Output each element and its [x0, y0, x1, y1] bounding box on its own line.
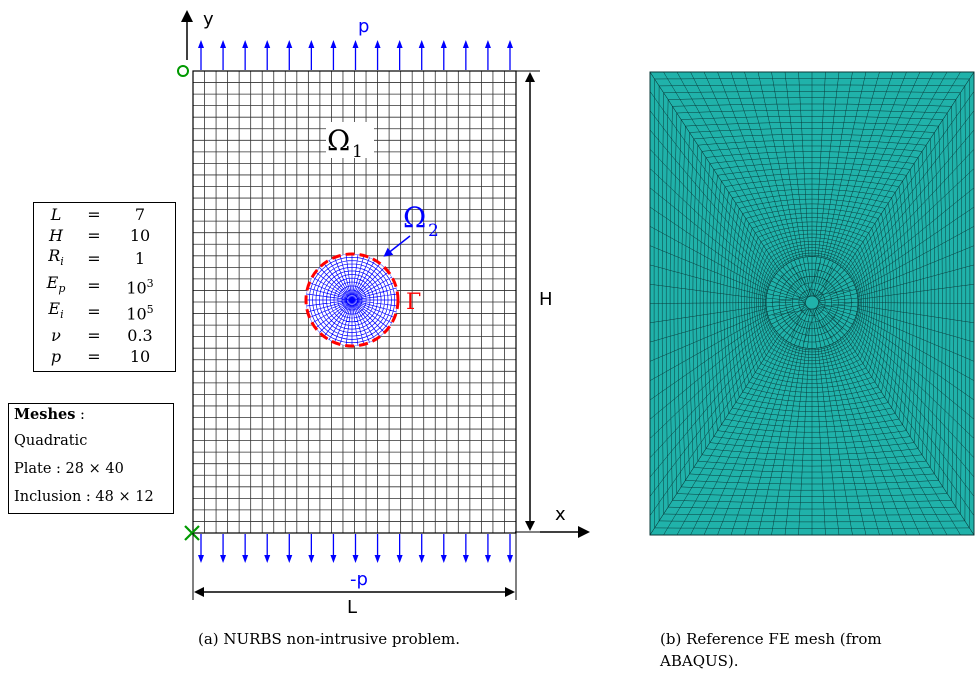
parameter-row: H = 10	[49, 225, 151, 245]
x-axis-label: x	[555, 504, 566, 525]
svg-text:2: 2	[428, 221, 439, 241]
y-axis-label: y	[203, 9, 214, 30]
svg-text:1: 1	[352, 142, 363, 162]
parameter-row: Ep = 103	[46, 272, 154, 297]
gamma-label: Γ	[406, 290, 421, 315]
parameters-table: L = 7 H = 10 Ri = 1 Ep = 103 Ei = 105 ν = 0.3 p = 10	[38, 205, 166, 367]
parameter-row: Ri = 1	[48, 246, 146, 269]
parameter-row: p = 10	[50, 346, 151, 366]
caption-a: (a) NURBS non-intrusive problem.	[198, 630, 460, 648]
fe-reference-mesh	[649, 71, 975, 536]
pressure-top-label: p	[358, 16, 369, 37]
omega1-label: Ω 1	[326, 122, 374, 162]
plate-boundary	[192, 70, 517, 534]
caption-b-line1: (b) Reference FE mesh (from	[660, 630, 882, 648]
length-label: L	[347, 597, 357, 618]
caption-b-line2: ABAQUS).	[660, 652, 739, 670]
meshes-inclusion: Inclusion : 48 × 12	[14, 489, 154, 505]
top-load-arrows	[198, 40, 513, 70]
bottom-load-arrows	[198, 534, 513, 563]
meshes-order: Quadratic	[14, 433, 88, 449]
height-dimension	[515, 70, 540, 533]
parameter-row: ν = 0.3	[51, 326, 153, 346]
pressure-bottom-label: -p	[350, 569, 368, 590]
parameters-box: L = 7 H = 10 Ri = 1 Ep = 103 Ei = 105 ν = 0.3 p = 10	[33, 202, 176, 372]
omega2-label: Ω 2	[403, 201, 439, 241]
parameter-row: L = 7	[50, 205, 146, 224]
inclusion	[304, 252, 400, 348]
inclusion-mesh	[306, 254, 398, 346]
svg-text:Ω: Ω	[327, 124, 350, 157]
length-dimension	[192, 533, 517, 600]
pinned-support-icon	[184, 525, 200, 541]
omega2-pointer-arrow	[383, 235, 411, 257]
meshes-plate: Plate : 28 × 40	[14, 461, 124, 477]
interface-gamma	[304, 252, 400, 348]
parameter-row: Ei = 105	[48, 299, 154, 324]
svg-text:Ω: Ω	[403, 201, 426, 234]
height-label: H	[539, 289, 553, 310]
meshes-box: Meshes : Quadratic Plate : 28 × 40 Inclu…	[8, 403, 174, 514]
roller-support-icon	[177, 65, 189, 77]
meshes-title: Meshes :	[14, 406, 85, 423]
